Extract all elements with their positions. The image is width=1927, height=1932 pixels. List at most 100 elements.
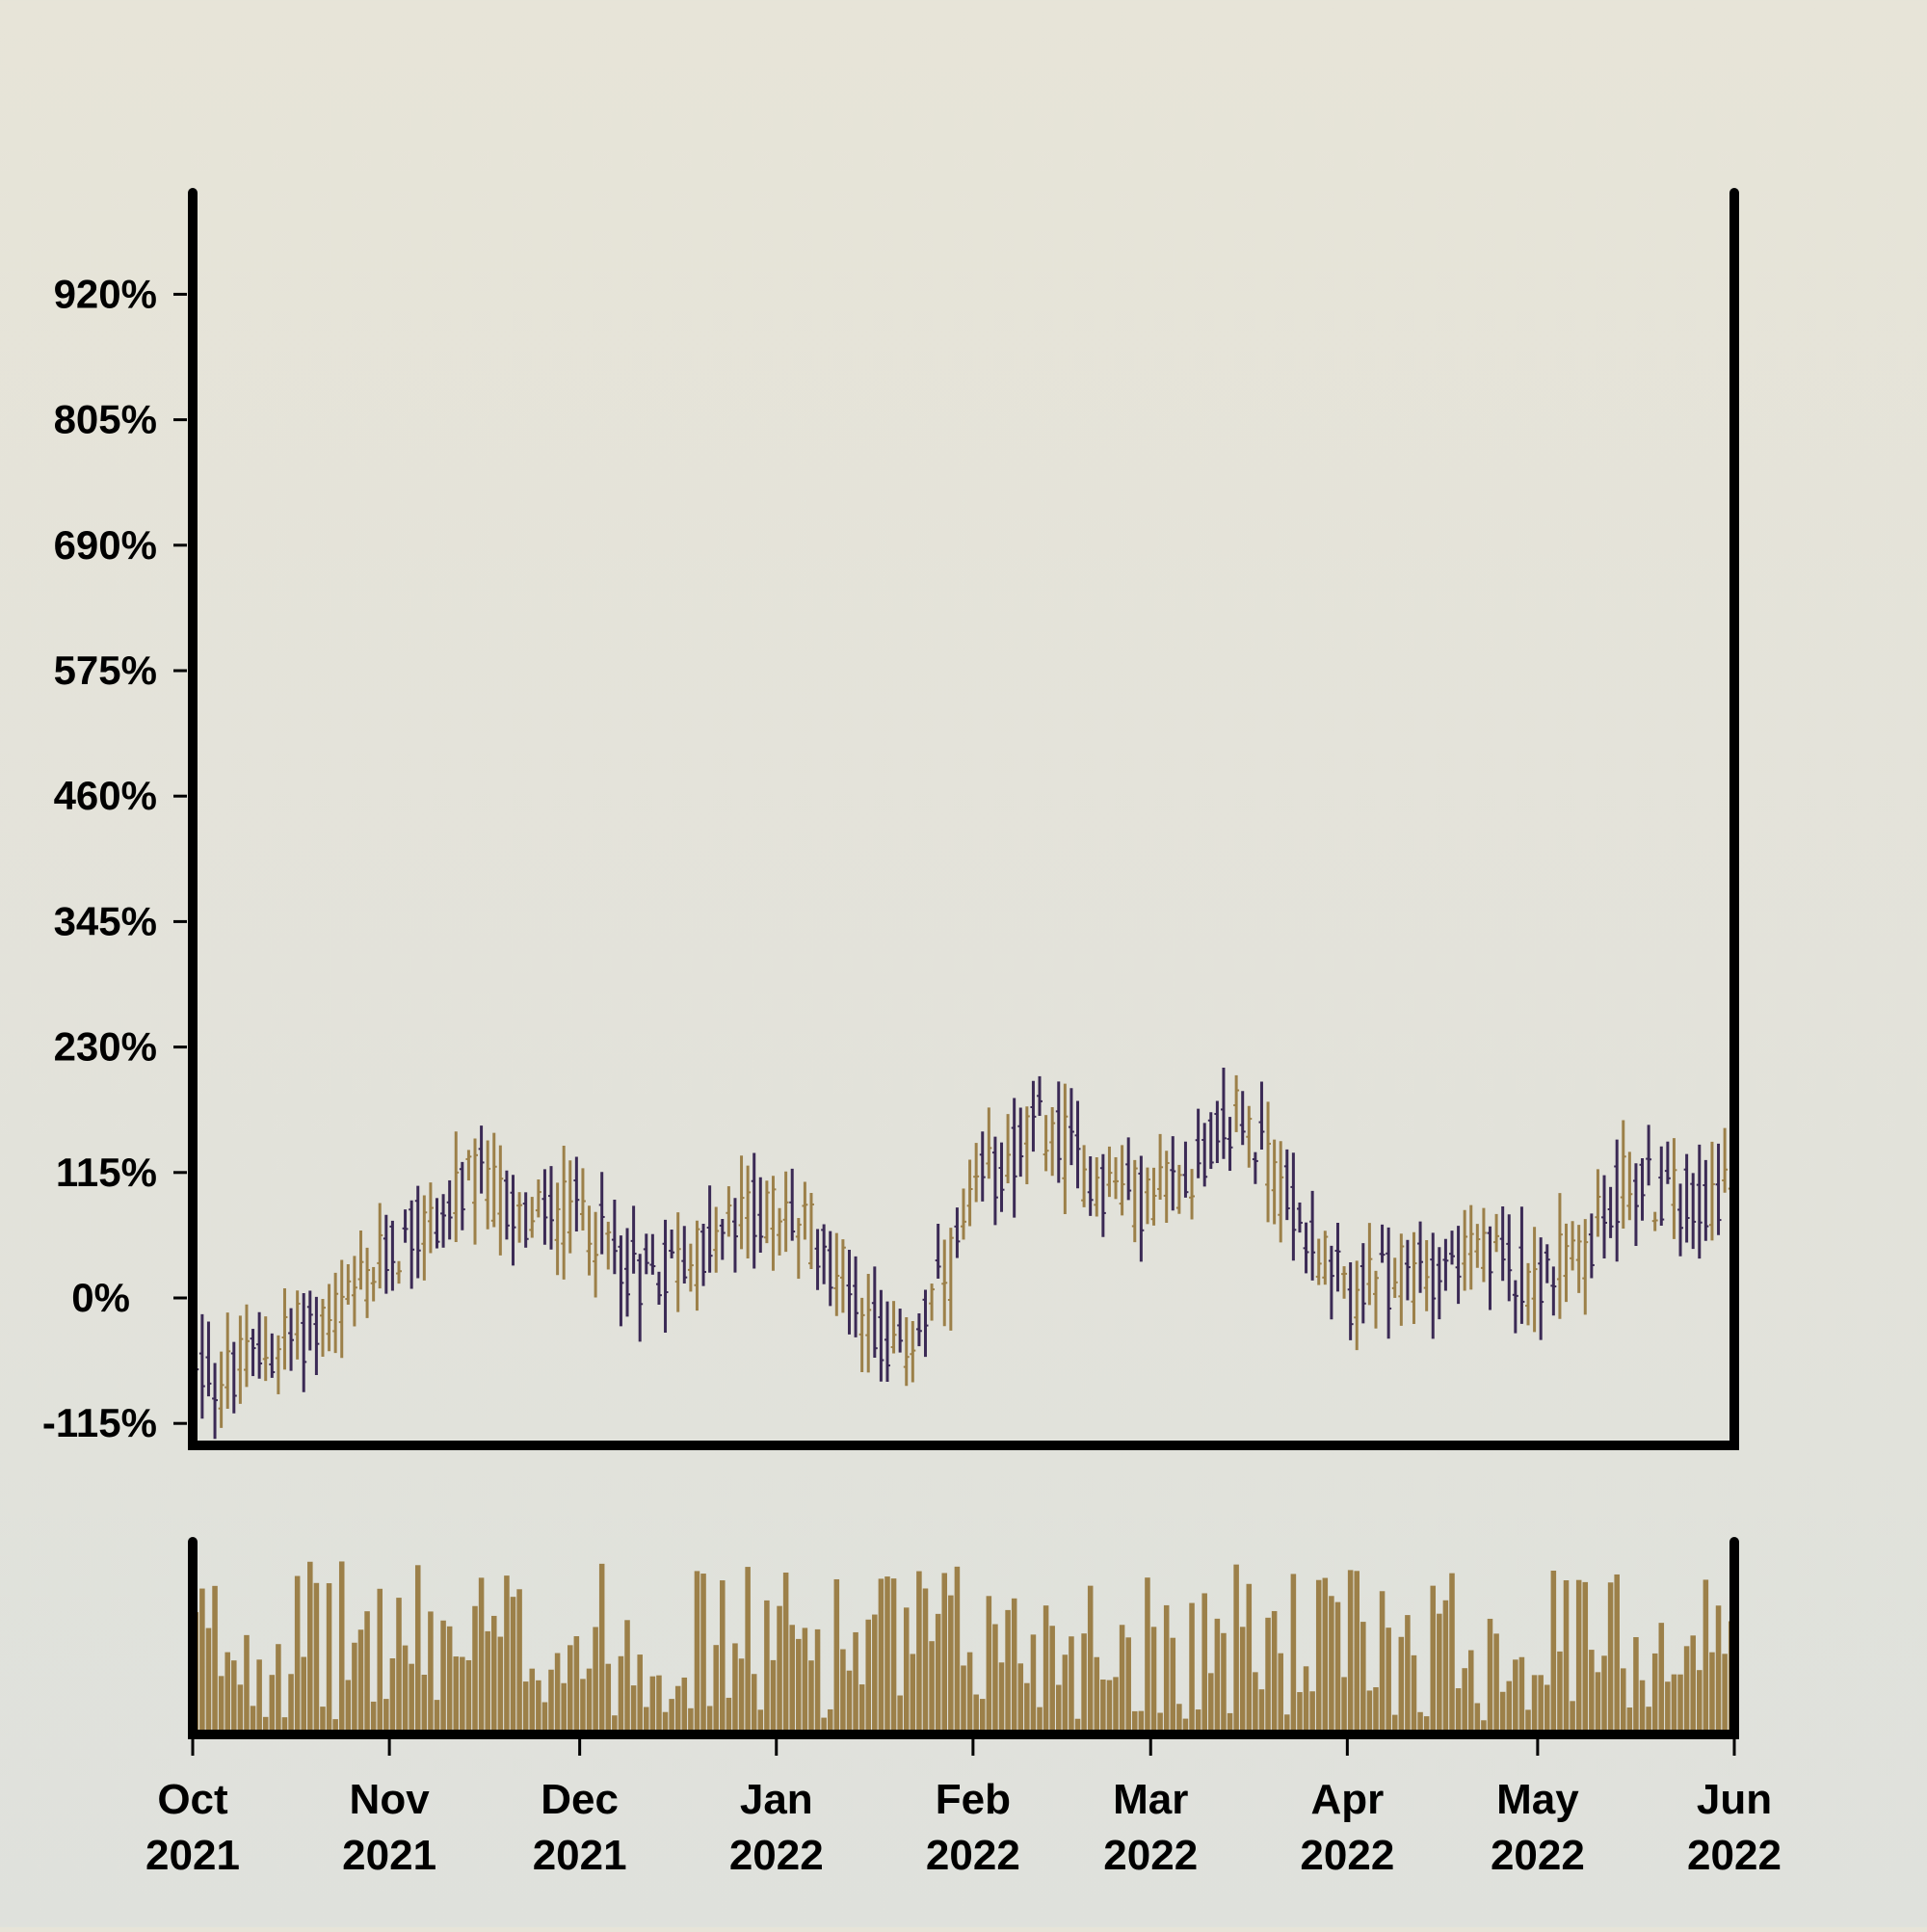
volume-bar — [1582, 1581, 1589, 1734]
volume-bar — [1246, 1583, 1253, 1734]
ohlc-bar — [922, 1289, 929, 1358]
ohlc-bar — [306, 1290, 313, 1351]
ohlc-bar — [288, 1308, 295, 1371]
ohlc-bar — [1309, 1190, 1316, 1281]
volume-bar — [1557, 1651, 1563, 1734]
ohlc-bar — [1157, 1133, 1164, 1200]
ohlc-bar — [726, 1186, 732, 1237]
volume-bar — [922, 1588, 929, 1734]
volume-bar — [1157, 1712, 1163, 1734]
ohlc-bar — [1023, 1106, 1030, 1185]
volume-bar — [777, 1605, 782, 1734]
volume-bar — [1119, 1625, 1125, 1734]
ohlc-bar — [459, 1161, 465, 1231]
volume-bar — [1722, 1654, 1728, 1734]
y-tick-label: 575% — [54, 648, 157, 693]
volume-bar — [1437, 1613, 1442, 1734]
ohlc-bar — [669, 1230, 675, 1258]
x-tick-label-year: 2022 — [1300, 1832, 1394, 1879]
volume-bar — [1341, 1677, 1347, 1734]
ohlc-bar — [694, 1220, 700, 1311]
volume-bar — [1056, 1684, 1062, 1734]
ohlc-bar — [1189, 1169, 1195, 1220]
volume-bar — [568, 1645, 573, 1734]
ohlc-bar — [1518, 1206, 1525, 1324]
ohlc-bar — [624, 1228, 630, 1317]
ohlc-bar — [1131, 1159, 1138, 1243]
volume-bar — [1715, 1605, 1722, 1734]
ohlc-bar — [262, 1316, 269, 1382]
volume-bar — [1379, 1591, 1386, 1734]
volume-bar — [858, 1684, 865, 1734]
ohlc-bar — [1347, 1261, 1354, 1340]
ohlc-bar — [478, 1125, 485, 1194]
ohlc-bar — [1099, 1153, 1106, 1237]
ohlc-bar — [370, 1266, 377, 1302]
ohlc-bar — [973, 1143, 980, 1203]
ohlc-bar — [414, 1185, 421, 1279]
ohlc-bar — [732, 1198, 738, 1273]
x-tick-label-month: Jan — [740, 1776, 813, 1823]
volume-bar — [1544, 1684, 1550, 1734]
volume-bar — [782, 1572, 789, 1734]
ohlc-bar — [1525, 1262, 1531, 1326]
ohlc-bar — [269, 1333, 276, 1378]
y-axis: -115% 0% 115% 230% 345% 460% 575% 690% 805% 920% — [42, 271, 187, 1445]
volume-bar — [1430, 1585, 1437, 1734]
volume-bar — [409, 1663, 414, 1734]
volume-bar — [288, 1674, 294, 1734]
volume-bar — [637, 1654, 643, 1734]
volume-bar — [414, 1565, 421, 1734]
ohlc-bar — [1588, 1213, 1595, 1279]
volume-bar — [1271, 1610, 1278, 1734]
volume-bar — [903, 1607, 910, 1734]
volume-bar — [853, 1631, 858, 1734]
ohlc-bar — [205, 1321, 212, 1397]
ohlc-bar — [890, 1301, 897, 1354]
ohlc-bar — [821, 1224, 828, 1284]
volume-bar — [1391, 1714, 1398, 1734]
ohlc-bar — [1467, 1204, 1474, 1290]
x-tick-label-month: Jun — [1697, 1776, 1772, 1823]
ohlc-bar — [1671, 1138, 1677, 1239]
volume-bar — [1518, 1656, 1525, 1734]
volume-bar — [1690, 1635, 1696, 1734]
volume-bar — [313, 1582, 320, 1734]
ohlc-bar — [320, 1299, 326, 1357]
volume-bar — [1011, 1598, 1017, 1734]
volume-bar — [1467, 1650, 1474, 1734]
volume-bar — [573, 1636, 580, 1734]
ohlc-bar — [1233, 1074, 1240, 1132]
ohlc-bar — [846, 1250, 853, 1335]
ohlc-bar — [1442, 1238, 1449, 1291]
ohlc-bar — [579, 1168, 586, 1231]
ohlc-bar — [910, 1321, 916, 1383]
ohlc-bar — [573, 1156, 580, 1232]
ohlc-bar — [706, 1185, 713, 1273]
volume-bar — [497, 1636, 504, 1734]
ohlc-bar — [593, 1211, 599, 1298]
ohlc-bar — [662, 1219, 669, 1333]
volume-bar — [256, 1659, 262, 1734]
volume-bar — [205, 1628, 212, 1734]
volume-bar — [598, 1563, 605, 1734]
volume-bar — [694, 1571, 700, 1734]
volume-bar — [624, 1620, 630, 1734]
ohlc-bar — [1582, 1219, 1589, 1315]
y-tick-label: 920% — [54, 271, 157, 316]
volume-bar — [338, 1561, 345, 1734]
volume-bar — [357, 1629, 364, 1734]
ohlc-bar — [1087, 1155, 1094, 1216]
volume-bar — [954, 1566, 961, 1734]
ohlc-bar — [522, 1192, 529, 1248]
ohlc-bar — [383, 1214, 389, 1294]
volume-bar — [1201, 1593, 1207, 1734]
volume-bar — [998, 1662, 1005, 1734]
volume-bar — [1449, 1573, 1455, 1734]
x-tick-label-year: 2021 — [533, 1832, 627, 1879]
volume-bar — [1227, 1712, 1233, 1734]
volume-bar — [1182, 1718, 1189, 1734]
ohlc-bar — [941, 1239, 948, 1327]
volume-bar — [1265, 1617, 1271, 1734]
